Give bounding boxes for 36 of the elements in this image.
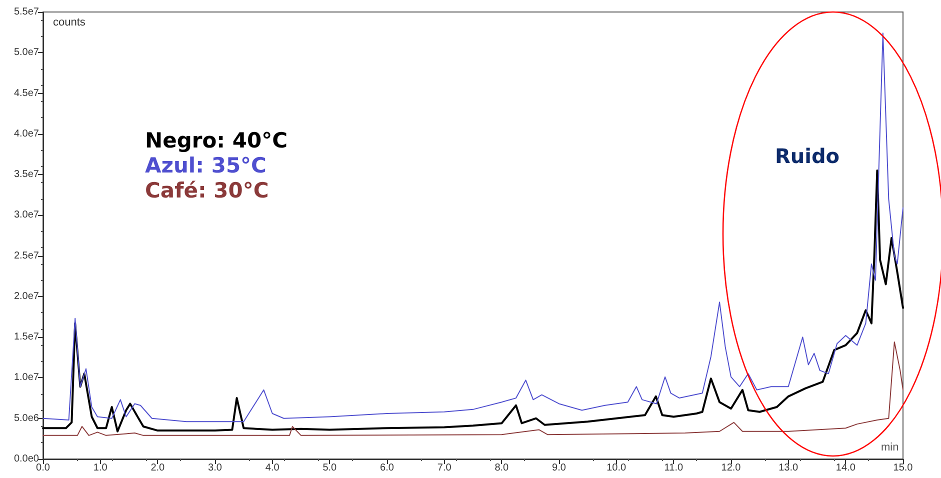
- x-tick-label: 9.0: [552, 462, 566, 474]
- text: Negro: 40°C: [145, 128, 288, 152]
- y-tick-label: 4.0e7: [14, 128, 40, 140]
- x-tick-label: 7.0: [437, 462, 452, 474]
- y-tick-label: 5.5e7: [14, 6, 40, 18]
- x-tick-label: 2.0: [150, 462, 166, 474]
- y-tick-label: 3.5e7: [14, 169, 40, 180]
- y-tick-label: 3.0e7: [14, 210, 40, 221]
- text: Azul: 35°C: [145, 154, 266, 178]
- y-tick-label: 4.5e7: [14, 88, 40, 99]
- line-series: [42, 341, 904, 436]
- x-tick-label: 0.0: [36, 462, 50, 474]
- x-tick-label: 10.0: [606, 462, 626, 474]
- y-tick-label: 5.0e6: [14, 412, 40, 424]
- x-tick-label: 3.0: [208, 462, 222, 474]
- x-tick-label: 4.0: [265, 462, 280, 474]
- x-tick-label: 6.0: [380, 462, 394, 474]
- annotation: Ruido: [775, 144, 840, 168]
- x-tick-label: 8.0: [494, 462, 510, 474]
- text: Café: 30°C: [145, 178, 269, 202]
- y-tick-label: 2.0e7: [14, 290, 40, 302]
- x-tick-label: 13.0: [778, 462, 798, 474]
- x-tick-label: 5.0: [322, 462, 338, 474]
- y-tick-label: 0.0e0: [14, 454, 40, 464]
- x-axis-title: min: [881, 442, 899, 454]
- x-tick-label: 11.0: [664, 462, 684, 474]
- x-tick-label: 14.0: [836, 462, 856, 474]
- y-axis-title: counts: [53, 16, 86, 28]
- x-tick-label: 15.0: [893, 462, 914, 474]
- line-series: [42, 32, 904, 422]
- y-tick-label: 1.0e7: [14, 372, 40, 384]
- x-tick-label: 1.0: [93, 462, 108, 474]
- x-tick-label: 12.0: [721, 462, 742, 474]
- y-tick-label: 1.5e7: [14, 332, 40, 343]
- y-tick-label: 2.5e7: [14, 250, 40, 262]
- y-tick-label: 5.0e7: [14, 47, 40, 58]
